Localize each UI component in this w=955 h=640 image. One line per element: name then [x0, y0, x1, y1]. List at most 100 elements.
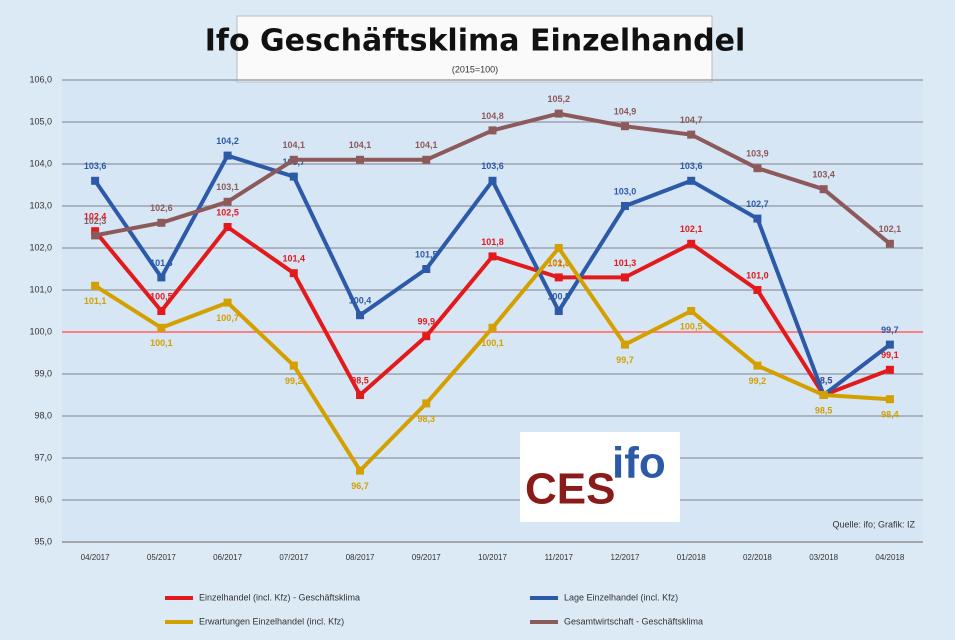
point-marker [356, 155, 365, 164]
value-label: 101,3 [614, 258, 637, 268]
x-tick-label: 05/2017 [147, 553, 176, 562]
legend-label: Lage Einzelhandel (incl. Kfz) [564, 592, 678, 602]
value-label: 101,4 [283, 254, 306, 264]
point-marker [289, 155, 298, 164]
x-tick-label: 07/2017 [279, 553, 308, 562]
x-tick-label: 02/2018 [743, 553, 772, 562]
point-marker [488, 176, 497, 185]
value-label: 100,5 [680, 321, 703, 331]
value-label: 96,7 [351, 481, 369, 491]
legend-label: Gesamtwirtschaft - Geschäftsklima [564, 616, 703, 626]
point-marker [620, 340, 629, 349]
point-marker [422, 399, 431, 408]
value-label: 103,6 [680, 161, 703, 171]
y-tick-label: 105,0 [29, 116, 52, 126]
legend-label: Erwartungen Einzelhandel (incl. Kfz) [199, 616, 344, 626]
x-tick-label: 01/2018 [677, 553, 706, 562]
x-tick-label: 06/2017 [213, 553, 242, 562]
value-label: 103,6 [481, 161, 504, 171]
point-marker [356, 466, 365, 475]
point-marker [753, 286, 762, 294]
point-marker [157, 323, 166, 332]
title-box [236, 15, 713, 83]
value-label: 102,4 [84, 212, 107, 222]
value-label: 100,5 [150, 291, 173, 301]
y-tick-label: 102,0 [29, 242, 52, 252]
value-label: 104,2 [216, 136, 239, 146]
point-marker [91, 231, 100, 240]
value-label: 101,1 [84, 296, 107, 306]
value-label: 103,9 [746, 149, 769, 159]
point-marker [885, 365, 894, 374]
point-marker [753, 214, 762, 223]
point-marker [488, 323, 497, 332]
point-marker [91, 227, 100, 236]
y-tick-label: 100,0 [29, 326, 52, 336]
point-marker [223, 298, 232, 307]
value-label: 102,3 [84, 216, 107, 226]
source: Quelle: ifo; Grafik: IZ [832, 519, 915, 529]
point-marker [289, 269, 298, 278]
point-marker [885, 239, 894, 248]
value-label: 101,3 [547, 258, 570, 268]
point-marker [223, 223, 232, 231]
value-label: 98,5 [351, 375, 369, 385]
point-marker [554, 109, 563, 118]
value-label: 103,6 [84, 161, 107, 171]
value-label: 102,5 [216, 207, 239, 217]
value-label: 98,5 [815, 375, 833, 385]
x-tick-label: 11/2017 [545, 553, 574, 562]
point-marker [687, 176, 696, 185]
point-marker [885, 340, 894, 349]
point-marker [223, 151, 232, 160]
point-marker [554, 307, 563, 315]
value-label: 98,4 [881, 410, 899, 420]
value-label: 104,9 [614, 107, 637, 117]
y-tick-label: 106,0 [29, 74, 52, 84]
point-marker [422, 332, 431, 341]
value-label: 103,1 [216, 182, 239, 192]
value-label: 101,8 [481, 237, 504, 247]
logo-text: ifo [612, 439, 666, 488]
point-marker [157, 307, 166, 315]
y-tick-label: 103,0 [29, 200, 52, 210]
value-label: 102,6 [150, 203, 173, 213]
value-label: 102,0 [547, 258, 570, 268]
value-label: 104,1 [349, 140, 372, 150]
value-label: 99,9 [418, 317, 436, 327]
value-label: 100,4 [349, 296, 372, 306]
value-label: 99,7 [881, 325, 899, 335]
y-tick-label: 95,0 [34, 536, 52, 546]
point-marker [488, 252, 497, 261]
value-label: 101,3 [150, 258, 173, 268]
point-marker [753, 361, 762, 370]
point-marker [289, 172, 298, 181]
x-tick-label: 10/2017 [478, 553, 507, 562]
value-label: 102,1 [879, 224, 902, 234]
point-marker [91, 176, 100, 185]
point-marker [687, 130, 696, 139]
point-marker [422, 155, 431, 164]
x-tick-label: 08/2017 [346, 553, 375, 562]
y-tick-label: 97,0 [34, 452, 52, 462]
logo-box [520, 432, 680, 522]
value-label: 99,7 [616, 355, 634, 365]
value-label: 102,1 [680, 224, 703, 234]
value-label: 104,1 [283, 140, 306, 150]
y-tick-label: 99,0 [34, 368, 52, 378]
value-label: 98,3 [418, 414, 436, 424]
value-label: 104,1 [415, 140, 438, 150]
value-label: 98,5 [815, 405, 833, 415]
value-label: 101,5 [415, 249, 438, 259]
value-label: 100,5 [547, 291, 570, 301]
point-marker [157, 218, 166, 227]
point-marker [620, 122, 629, 131]
point-marker [687, 307, 696, 315]
point-marker [422, 265, 431, 273]
value-label: 103,4 [812, 170, 835, 180]
x-tick-label: 12/2017 [611, 553, 640, 562]
value-label: 98,5 [815, 375, 833, 385]
value-label: 99,2 [749, 376, 767, 386]
x-tick-label: 03/2018 [809, 553, 838, 562]
point-marker [356, 391, 365, 399]
